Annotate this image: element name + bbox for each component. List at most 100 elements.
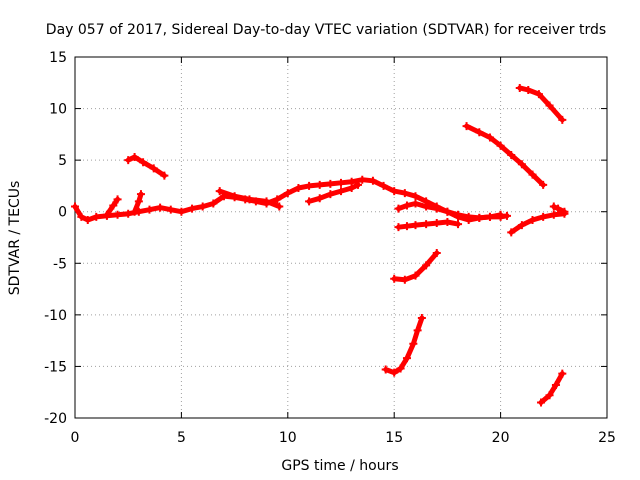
data-point bbox=[402, 201, 411, 210]
data-point bbox=[502, 211, 511, 220]
data-series bbox=[71, 83, 569, 407]
data-point bbox=[358, 175, 367, 184]
data-point bbox=[273, 195, 282, 204]
data-point bbox=[177, 207, 186, 216]
data-point bbox=[160, 171, 169, 180]
data-point bbox=[262, 197, 271, 206]
data-point bbox=[149, 164, 158, 173]
x-tick-label: 10 bbox=[279, 430, 297, 446]
data-point bbox=[411, 199, 420, 208]
data-point bbox=[283, 189, 292, 198]
data-point bbox=[496, 141, 505, 150]
data-point bbox=[326, 179, 335, 188]
data-point bbox=[496, 210, 505, 219]
data-point bbox=[381, 365, 390, 374]
data-point bbox=[528, 170, 537, 179]
data-point bbox=[134, 197, 143, 206]
y-tick-label: 15 bbox=[49, 50, 67, 66]
data-point bbox=[558, 369, 567, 378]
data-point bbox=[294, 183, 303, 192]
y-tick-label: 10 bbox=[49, 102, 67, 118]
grid bbox=[75, 57, 607, 418]
data-point bbox=[390, 187, 399, 196]
data-point bbox=[379, 181, 388, 190]
data-point bbox=[124, 209, 133, 218]
data-point bbox=[409, 339, 418, 348]
data-point bbox=[534, 90, 543, 99]
series-arc-10 bbox=[383, 315, 425, 376]
chart-title: Day 057 of 2017, Sidereal Day-to-day VTE… bbox=[46, 22, 606, 38]
y-tick-label: -15 bbox=[44, 359, 67, 375]
data-point bbox=[411, 271, 420, 280]
data-point bbox=[432, 219, 441, 228]
data-point bbox=[411, 192, 420, 201]
data-point bbox=[400, 275, 409, 284]
data-point bbox=[136, 190, 145, 199]
data-point bbox=[554, 204, 563, 213]
data-point bbox=[130, 153, 139, 162]
data-point bbox=[92, 212, 101, 221]
data-point bbox=[315, 180, 324, 189]
data-point bbox=[432, 204, 441, 213]
data-point bbox=[507, 228, 516, 237]
data-point bbox=[337, 187, 345, 196]
data-point bbox=[475, 128, 484, 137]
data-point bbox=[275, 202, 284, 211]
data-point bbox=[443, 218, 452, 227]
series-arc-15 bbox=[538, 371, 565, 405]
data-point bbox=[230, 192, 239, 201]
data-point bbox=[485, 212, 494, 221]
data-point bbox=[517, 221, 526, 230]
data-point bbox=[390, 368, 399, 377]
data-point bbox=[124, 156, 133, 165]
plot-frame bbox=[74, 56, 608, 419]
data-point bbox=[422, 202, 431, 211]
y-tick-label: 0 bbox=[58, 205, 67, 221]
x-axis-label: GPS time / hours bbox=[281, 458, 398, 474]
x-tick-label: 20 bbox=[492, 430, 510, 446]
data-point bbox=[515, 83, 524, 92]
y-tick-label: -20 bbox=[44, 411, 67, 427]
data-point bbox=[432, 248, 441, 257]
data-point bbox=[305, 197, 314, 206]
data-point bbox=[454, 220, 463, 229]
data-point bbox=[215, 187, 224, 196]
data-point bbox=[485, 133, 494, 142]
data-point bbox=[245, 195, 254, 204]
y-tick-label: -10 bbox=[44, 308, 67, 324]
data-point bbox=[198, 202, 207, 211]
data-point bbox=[549, 202, 558, 211]
data-point bbox=[368, 176, 377, 185]
data-point bbox=[400, 189, 409, 198]
data-point bbox=[537, 398, 546, 407]
data-point bbox=[545, 101, 554, 110]
data-point bbox=[464, 215, 473, 224]
data-point bbox=[315, 194, 324, 203]
data-point bbox=[109, 201, 118, 210]
data-point bbox=[394, 204, 403, 213]
data-point bbox=[545, 391, 554, 400]
data-point bbox=[305, 181, 314, 190]
data-point bbox=[528, 215, 537, 224]
data-point bbox=[113, 210, 122, 219]
data-point bbox=[558, 115, 567, 124]
data-point bbox=[156, 203, 165, 212]
x-tick-label: 25 bbox=[598, 430, 616, 446]
data-point bbox=[83, 215, 92, 224]
data-point bbox=[139, 158, 148, 167]
series-arc-12 bbox=[517, 85, 565, 123]
data-point bbox=[422, 220, 431, 229]
data-point bbox=[347, 183, 356, 192]
data-point bbox=[102, 210, 111, 219]
y-axis-label: SDTVAR / TECUs bbox=[7, 181, 23, 296]
data-point bbox=[462, 122, 471, 131]
data-point bbox=[551, 380, 560, 389]
axis-ticks: 0 5 10 15 20 25 -20 -15 -10 -5 0 5 10 15 bbox=[44, 50, 616, 446]
data-point bbox=[394, 223, 403, 232]
data-point bbox=[145, 205, 154, 214]
data-point bbox=[166, 205, 175, 214]
data-point bbox=[411, 221, 420, 230]
data-point bbox=[396, 364, 405, 373]
x-tick-label: 0 bbox=[71, 430, 80, 446]
